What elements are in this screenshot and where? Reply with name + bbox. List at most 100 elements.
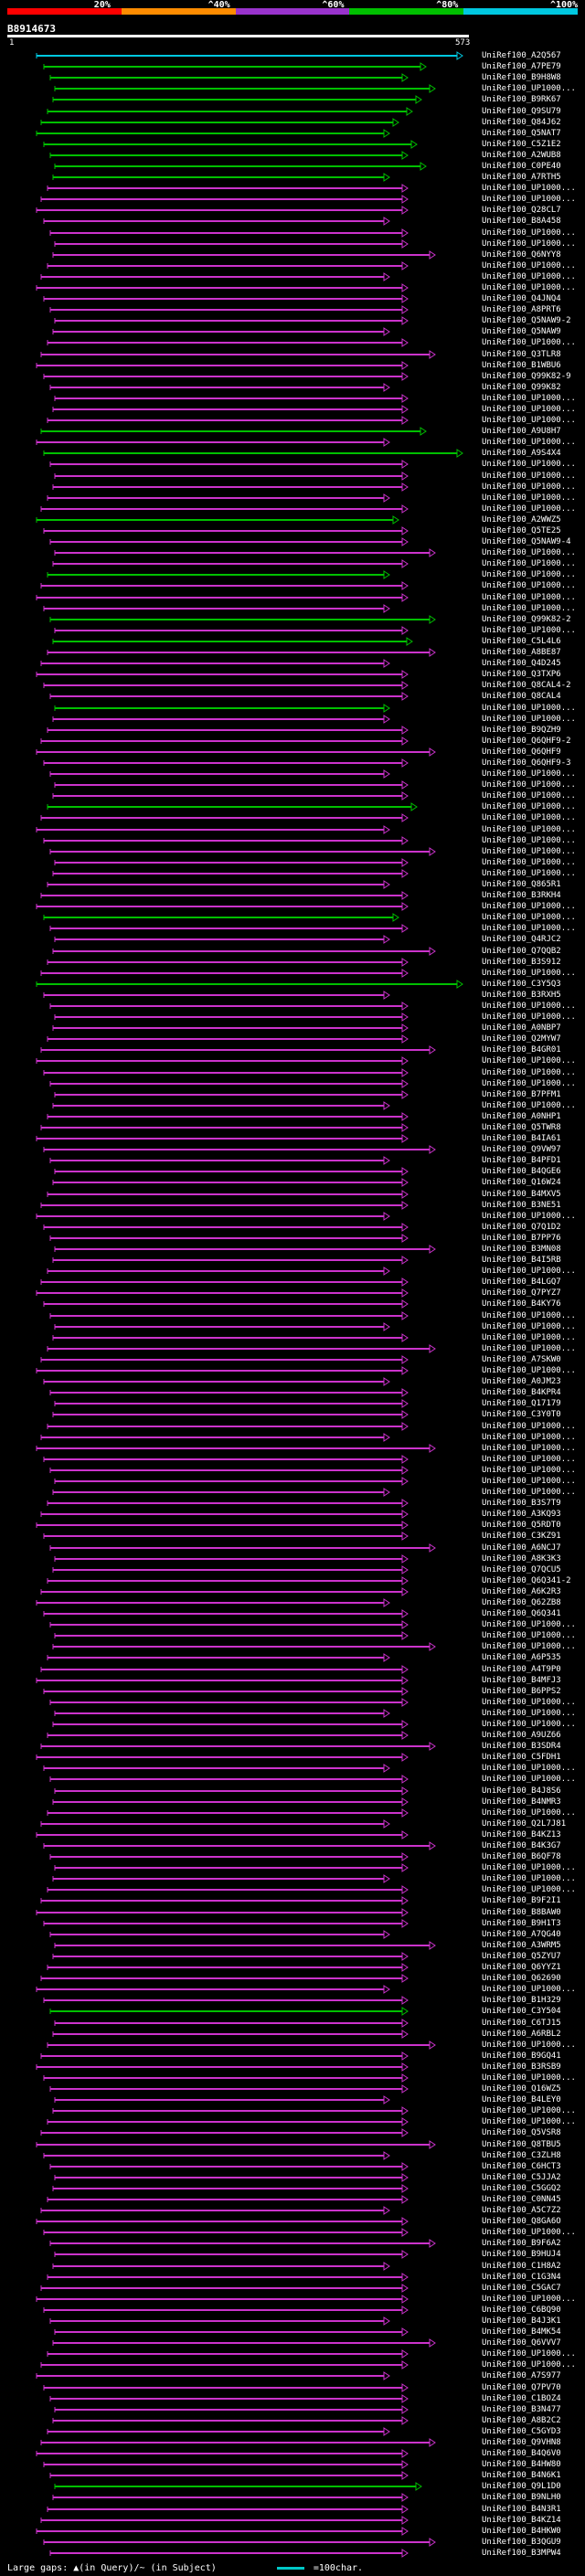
hit-label[interactable]: UniRef100_UP1000... xyxy=(482,260,576,270)
hit-label[interactable]: UniRef100_UP1000... xyxy=(482,282,576,292)
hit-label[interactable]: UniRef100_Q28CL7 xyxy=(482,205,561,215)
hit-label[interactable]: UniRef100_UP1000... xyxy=(482,2227,576,2237)
hit-label[interactable]: UniRef100_A3KQ93 xyxy=(482,1509,561,1519)
hit-label[interactable]: UniRef100_Q6Q341-2 xyxy=(482,1575,571,1585)
hit-label[interactable]: UniRef100_Q16WZ5 xyxy=(482,2083,561,2094)
hit-label[interactable]: UniRef100_B4KZ13 xyxy=(482,1829,561,1839)
hit-label[interactable]: UniRef100_UP1000... xyxy=(482,569,576,579)
hit-label[interactable]: UniRef100_B7PFM1 xyxy=(482,1089,561,1099)
hit-label[interactable]: UniRef100_UP1000... xyxy=(482,558,576,568)
hit-label[interactable]: UniRef100_Q2L7J81 xyxy=(482,1818,567,1829)
hit-label[interactable]: UniRef100_UP1000... xyxy=(482,83,576,93)
hit-label[interactable]: UniRef100_Q7Q1D2 xyxy=(482,1222,561,1232)
hit-label[interactable]: UniRef100_B6QF78 xyxy=(482,1851,561,1861)
hit-label[interactable]: UniRef100_B9H8W8 xyxy=(482,72,561,82)
hit-label[interactable]: UniRef100_Q6QHF9-3 xyxy=(482,758,571,768)
hit-label[interactable]: UniRef100_Q3TLR8 xyxy=(482,349,561,359)
hit-label[interactable]: UniRef100_UP1000... xyxy=(482,1708,576,1718)
hit-label[interactable]: UniRef100_B3MN08 xyxy=(482,1244,561,1254)
hit-label[interactable]: UniRef100_UP1000... xyxy=(482,625,576,635)
hit-label[interactable]: UniRef100_C3ZLH8 xyxy=(482,2150,561,2160)
hit-label[interactable]: UniRef100_A6RBL2 xyxy=(482,2029,561,2039)
hit-label[interactable]: UniRef100_B6PPS2 xyxy=(482,1686,561,1696)
hit-label[interactable]: UniRef100_C3Y504 xyxy=(482,2006,561,2016)
hit-label[interactable]: UniRef100_A7RTH5 xyxy=(482,172,561,182)
hit-label[interactable]: UniRef100_A2WWZ5 xyxy=(482,514,561,525)
hit-label[interactable]: UniRef100_Q8GA6O xyxy=(482,2216,561,2226)
hit-label[interactable]: UniRef100_UP1000... xyxy=(482,2359,576,2369)
hit-label[interactable]: UniRef100_UP1000... xyxy=(482,835,576,845)
hit-label[interactable]: UniRef100_UP1000... xyxy=(482,228,576,238)
hit-label[interactable]: UniRef100_UP1000... xyxy=(482,437,576,447)
hit-label[interactable]: UniRef100_B9RK67 xyxy=(482,94,561,104)
hit-label[interactable]: UniRef100_B3S7T9 xyxy=(482,1498,561,1508)
hit-label[interactable]: UniRef100_A9U8H7 xyxy=(482,426,561,436)
hit-label[interactable]: UniRef100_UP1000... xyxy=(482,393,576,403)
hit-label[interactable]: UniRef100_A6P535 xyxy=(482,1652,561,1662)
hit-label[interactable]: UniRef100_Q5RDT0 xyxy=(482,1520,561,1530)
hit-label[interactable]: UniRef100_Q9VW97 xyxy=(482,1144,561,1154)
hit-label[interactable]: UniRef100_C6TJ15 xyxy=(482,2018,561,2028)
hit-label[interactable]: UniRef100_UP1000... xyxy=(482,1266,576,1276)
hit-label[interactable]: UniRef100_B4IA61 xyxy=(482,1133,561,1143)
hit-label[interactable]: UniRef100_Q8CAL4-2 xyxy=(482,680,571,690)
hit-label[interactable]: UniRef100_UP1000... xyxy=(482,1465,576,1475)
hit-label[interactable]: UniRef100_UP1000... xyxy=(482,1001,576,1011)
hit-label[interactable]: UniRef100_UP1000... xyxy=(482,779,576,790)
hit-label[interactable]: UniRef100_C5JJA2 xyxy=(482,2172,561,2182)
hit-label[interactable]: UniRef100_A4T9P0 xyxy=(482,1664,561,1674)
hit-label[interactable]: UniRef100_Q9SU79 xyxy=(482,106,561,116)
hit-label[interactable]: UniRef100_B3N477 xyxy=(482,2404,561,2414)
hit-label[interactable]: UniRef100_B8A458 xyxy=(482,216,561,226)
hit-label[interactable]: UniRef100_UP1000... xyxy=(482,868,576,878)
hit-label[interactable]: UniRef100_B4KPR4 xyxy=(482,1387,561,1397)
hit-label[interactable]: UniRef100_UP1000... xyxy=(482,1055,576,1065)
hit-label[interactable]: UniRef100_Q8TBU5 xyxy=(482,2139,561,2149)
hit-label[interactable]: UniRef100_UP1000... xyxy=(482,714,576,724)
hit-label[interactable]: UniRef100_B1WBU6 xyxy=(482,360,561,370)
hit-label[interactable]: UniRef100_A9S4X4 xyxy=(482,448,561,458)
hit-label[interactable]: UniRef100_B3RKH4 xyxy=(482,890,561,900)
hit-label[interactable]: UniRef100_UP1000... xyxy=(482,1321,576,1331)
hit-label[interactable]: UniRef100_Q62690 xyxy=(482,1973,561,1983)
hit-label[interactable]: UniRef100_UP1000... xyxy=(482,239,576,249)
hit-label[interactable]: UniRef100_Q17179 xyxy=(482,1398,561,1408)
hit-label[interactable]: UniRef100_Q7PYZ7 xyxy=(482,1288,561,1298)
hit-label[interactable]: UniRef100_B9GQ41 xyxy=(482,2051,561,2061)
hit-label[interactable]: UniRef100_Q9L1D0 xyxy=(482,2481,561,2491)
hit-label[interactable]: UniRef100_C1G3N4 xyxy=(482,2272,561,2282)
hit-label[interactable]: UniRef100_UP1000... xyxy=(482,547,576,557)
hit-label[interactable]: UniRef100_B3NE51 xyxy=(482,1200,561,1210)
hit-label[interactable]: UniRef100_UP1000... xyxy=(482,1873,576,1883)
hit-label[interactable]: UniRef100_UP1000... xyxy=(482,2072,576,2083)
hit-label[interactable]: UniRef100_UP1000... xyxy=(482,824,576,834)
hit-label[interactable]: UniRef100_UP1000... xyxy=(482,1454,576,1464)
hit-label[interactable]: UniRef100_C3Y0T0 xyxy=(482,1409,561,1419)
hit-label[interactable]: UniRef100_UP1000... xyxy=(482,603,576,613)
hit-label[interactable]: UniRef100_A8PRT6 xyxy=(482,304,561,314)
hit-label[interactable]: UniRef100_Q99K82-2 xyxy=(482,614,571,624)
hit-label[interactable]: UniRef100_B3RXH5 xyxy=(482,990,561,1000)
hit-label[interactable]: UniRef100_Q9VHN8 xyxy=(482,2437,561,2447)
hit-label[interactable]: UniRef100_B3QGU9 xyxy=(482,2537,561,2547)
hit-label[interactable]: UniRef100_B4MK54 xyxy=(482,2327,561,2337)
hit-label[interactable]: UniRef100_UP1000... xyxy=(482,504,576,514)
hit-label[interactable]: UniRef100_C5GYD3 xyxy=(482,2426,561,2436)
hit-label[interactable]: UniRef100_A0NBP7 xyxy=(482,1023,561,1033)
hit-label[interactable]: UniRef100_UP1000... xyxy=(482,592,576,602)
hit-label[interactable]: UniRef100_UP1000... xyxy=(482,1343,576,1353)
hit-label[interactable]: UniRef100_Q99K82 xyxy=(482,382,561,392)
hit-label[interactable]: UniRef100_B9HUJ4 xyxy=(482,2249,561,2259)
hit-label[interactable]: UniRef100_A3WRM5 xyxy=(482,1940,561,1950)
hit-label[interactable]: UniRef100_UP1000... xyxy=(482,968,576,978)
hit-label[interactable]: UniRef100_A2WUB8 xyxy=(482,150,561,160)
hit-label[interactable]: UniRef100_UP1000... xyxy=(482,580,576,590)
hit-label[interactable]: UniRef100_Q5NAW9 xyxy=(482,326,561,336)
hit-label[interactable]: UniRef100_UP1000... xyxy=(482,1012,576,1022)
hit-label[interactable]: UniRef100_C1H8A2 xyxy=(482,2261,561,2271)
hit-label[interactable]: UniRef100_B4MXV5 xyxy=(482,1189,561,1199)
hit-label[interactable]: UniRef100_UP1000... xyxy=(482,482,576,492)
hit-label[interactable]: UniRef100_UP1000... xyxy=(482,404,576,414)
hit-label[interactable]: UniRef100_A7QG40 xyxy=(482,1929,561,1939)
hit-label[interactable]: UniRef100_UP1000... xyxy=(482,2294,576,2304)
